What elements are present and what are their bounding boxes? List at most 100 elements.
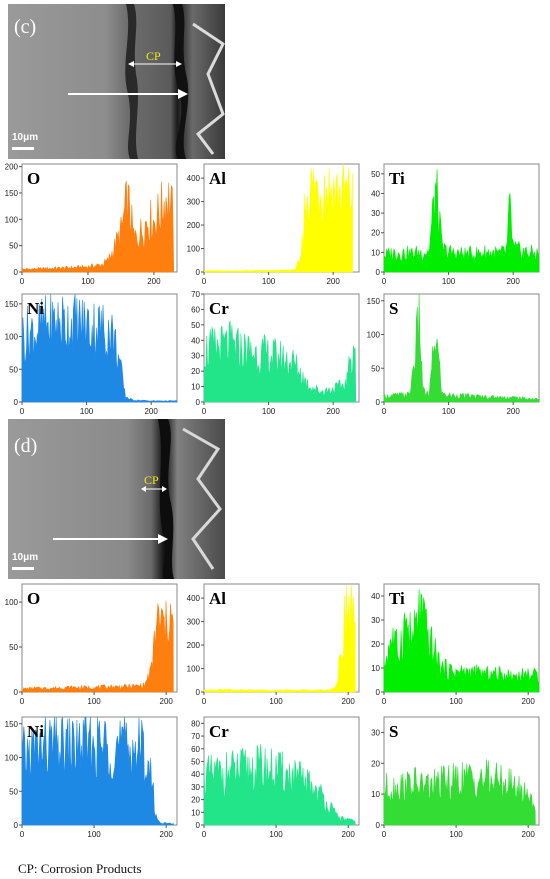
y-tick-label: 40: [371, 592, 380, 601]
chart-svg-9: 0 50 100 150 0 100 200 Ni: [5, 716, 178, 839]
x-tick-label: 0: [20, 407, 25, 416]
y-tick-label: 100: [5, 333, 19, 342]
y-tick-label: 50: [371, 364, 380, 373]
y-tick-label: 10: [191, 808, 200, 817]
footnote: CP: Corrosion Products: [18, 861, 142, 876]
x-tick-label: 0: [20, 277, 25, 286]
x-tick-label: 100: [87, 830, 101, 839]
y-tick-label: 100: [367, 331, 381, 340]
y-tick-label: 300: [187, 198, 201, 207]
y-tick-label: 50: [9, 643, 18, 652]
series-area-S: [383, 759, 536, 826]
y-tick-label: 150: [5, 300, 19, 309]
series-area-Ti: [383, 169, 540, 273]
chart-d-cr: 0 10 20 30 40 50 60 70 80 0 100 200 Cr: [182, 713, 367, 841]
y-tick-label: 20: [371, 229, 380, 238]
y-tick-label: 10: [371, 790, 380, 799]
cp-label-c: CP: [146, 49, 161, 63]
cp-label-d: CP: [144, 473, 159, 487]
y-tick-label: 50: [9, 787, 18, 796]
x-tick-label: 0: [20, 697, 25, 706]
y-tick-label: 0: [376, 268, 381, 277]
element-label-Ni: Ni: [27, 299, 44, 318]
element-label-S: S: [389, 299, 398, 318]
y-tick-label: 60: [191, 305, 200, 314]
element-label-Ti: Ti: [389, 589, 405, 608]
y-tick-label: 0: [376, 821, 381, 830]
y-tick-label: 0: [14, 821, 19, 830]
y-tick-label: 100: [5, 215, 19, 224]
x-tick-label: 100: [442, 277, 456, 286]
chart-svg-4: 0 10 20 30 40 50 60 70 0 100 200 Cr: [191, 290, 360, 416]
y-tick-label: 100: [5, 598, 19, 607]
y-tick-label: 10: [191, 383, 200, 392]
sem-micrograph-d: [8, 419, 225, 579]
x-tick-label: 100: [87, 697, 101, 706]
y-tick-label: 20: [191, 796, 200, 805]
chart-c-s: 0 50 100 150 0 100 200 S: [362, 290, 547, 418]
chart-d-s: 0 10 20 30 0 100 200 S: [362, 713, 547, 841]
x-tick-label: 0: [202, 697, 207, 706]
scale-bar-label-c: 10μm: [12, 132, 39, 143]
x-tick-label: 0: [202, 407, 207, 416]
y-tick-label: 80: [191, 719, 200, 728]
sem-image-c: (c) CP 10μm: [8, 4, 225, 159]
y-tick-label: 0: [376, 688, 381, 697]
chart-frame: [203, 583, 360, 693]
element-label-Al: Al: [209, 589, 226, 608]
y-tick-label: 0: [196, 268, 201, 277]
y-tick-label: 300: [187, 618, 201, 627]
y-tick-label: 0: [196, 688, 201, 697]
y-tick-label: 50: [9, 242, 18, 251]
chart-svg-3: 0 50 100 150 0 100 200 Ni: [5, 293, 178, 416]
y-tick-label: 0: [14, 268, 19, 277]
x-tick-label: 100: [262, 277, 276, 286]
element-label-Ti: Ti: [389, 169, 405, 188]
series-area-O: [21, 180, 175, 273]
element-label-Cr: Cr: [209, 299, 229, 318]
x-tick-label: 200: [522, 697, 536, 706]
x-tick-label: 0: [202, 277, 207, 286]
series-area-Ni: [21, 716, 174, 826]
x-tick-label: 0: [382, 830, 387, 839]
y-tick-label: 150: [367, 297, 381, 306]
chart-svg-1: 0 100 200 300 400 0 100 200 Al: [187, 163, 360, 286]
y-tick-label: 50: [9, 365, 18, 374]
y-tick-label: 30: [371, 209, 380, 218]
chart-svg-10: 0 10 20 30 40 50 60 70 80 0 100 200 Cr: [191, 716, 360, 839]
chart-c-al: 0 100 200 300 400 0 100 200 Al: [182, 160, 367, 288]
y-tick-label: 30: [371, 616, 380, 625]
x-tick-label: 200: [522, 830, 536, 839]
element-label-Al: Al: [209, 169, 226, 188]
y-tick-label: 50: [371, 170, 380, 179]
element-label-Cr: Cr: [209, 722, 229, 741]
x-tick-label: 0: [202, 830, 207, 839]
series-area-Cr: [203, 321, 357, 403]
x-tick-label: 200: [342, 697, 356, 706]
series-area-Cr: [203, 743, 356, 826]
chart-d-al: 0 100 200 300 400 0 100 200 Al: [182, 580, 367, 708]
chart-svg-5: 0 50 100 150 0 100 200 S: [367, 293, 540, 416]
series-area-Ni: [21, 293, 178, 403]
chart-d-ti: 0 10 20 30 40 0 100 200 Ti: [362, 580, 547, 708]
y-tick-label: 40: [191, 336, 200, 345]
x-tick-label: 200: [506, 407, 520, 416]
y-tick-label: 30: [191, 783, 200, 792]
y-tick-label: 20: [371, 759, 380, 768]
y-tick-label: 20: [371, 640, 380, 649]
y-tick-label: 400: [187, 174, 201, 183]
sem-image-d: (d) CP 10μm: [8, 419, 225, 579]
x-tick-label: 200: [342, 830, 356, 839]
y-tick-label: 0: [196, 398, 201, 407]
y-tick-label: 100: [187, 245, 201, 254]
x-tick-label: 100: [449, 697, 463, 706]
x-tick-label: 200: [144, 407, 158, 416]
y-tick-label: 30: [191, 352, 200, 361]
x-tick-label: 100: [269, 697, 283, 706]
chart-frame: [383, 293, 540, 403]
y-tick-label: 100: [187, 665, 201, 674]
x-tick-label: 100: [442, 407, 456, 416]
y-tick-label: 150: [5, 720, 19, 729]
chart-svg-11: 0 10 20 30 0 100 200 S: [371, 716, 540, 839]
y-tick-label: 400: [187, 594, 201, 603]
